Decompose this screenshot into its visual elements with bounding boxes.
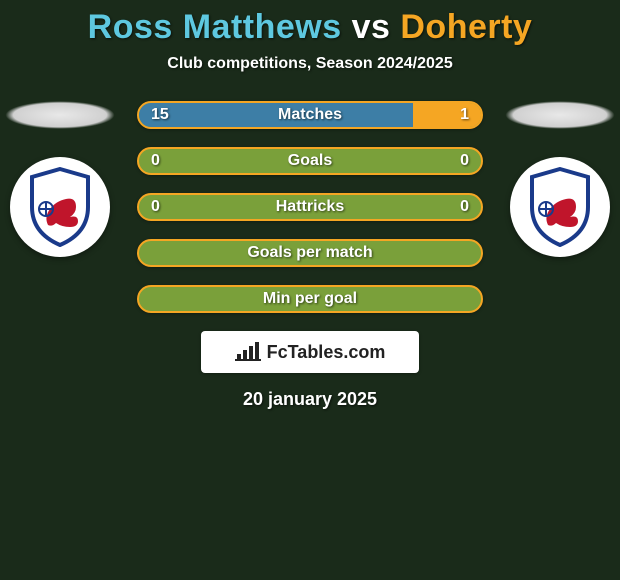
source-logo: FcTables.com xyxy=(201,331,419,373)
player2-placeholder xyxy=(505,101,615,129)
bar-label: Hattricks xyxy=(139,198,481,216)
player2-club-badge xyxy=(510,157,610,257)
stat-bar: 00Hattricks xyxy=(137,193,483,221)
bar-label: Matches xyxy=(139,106,481,124)
date-label: 20 january 2025 xyxy=(243,389,377,410)
stat-bar: Min per goal xyxy=(137,285,483,313)
player1-side xyxy=(0,101,120,257)
bar-label: Goals per match xyxy=(139,244,481,262)
bar-chart-icon xyxy=(235,342,261,362)
stat-bars: 151Matches 00Goals 00Hattricks Goals per ma… xyxy=(137,101,483,313)
stat-bar: Goals per match xyxy=(137,239,483,267)
bar-label: Goals xyxy=(139,152,481,170)
player2-side xyxy=(500,101,620,257)
player1-placeholder xyxy=(5,101,115,129)
player2-name: Doherty xyxy=(400,8,532,46)
stat-bar: 00Goals xyxy=(137,147,483,175)
bar-label: Min per goal xyxy=(139,290,481,308)
vs-label: vs xyxy=(352,8,391,46)
player1-name: Ross Matthews xyxy=(88,8,342,46)
title: Ross Matthews vs Doherty xyxy=(88,8,533,47)
shield-icon xyxy=(526,167,594,247)
comparison-card: Ross Matthews vs Doherty Club competitio… xyxy=(0,0,620,410)
subtitle: Club competitions, Season 2024/2025 xyxy=(167,55,452,73)
middle-section: 151Matches 00Goals 00Hattricks Goals per ma… xyxy=(0,101,620,313)
source-logo-text: FcTables.com xyxy=(267,342,386,363)
stat-bar: 151Matches xyxy=(137,101,483,129)
player1-club-badge xyxy=(10,157,110,257)
shield-icon xyxy=(26,167,94,247)
